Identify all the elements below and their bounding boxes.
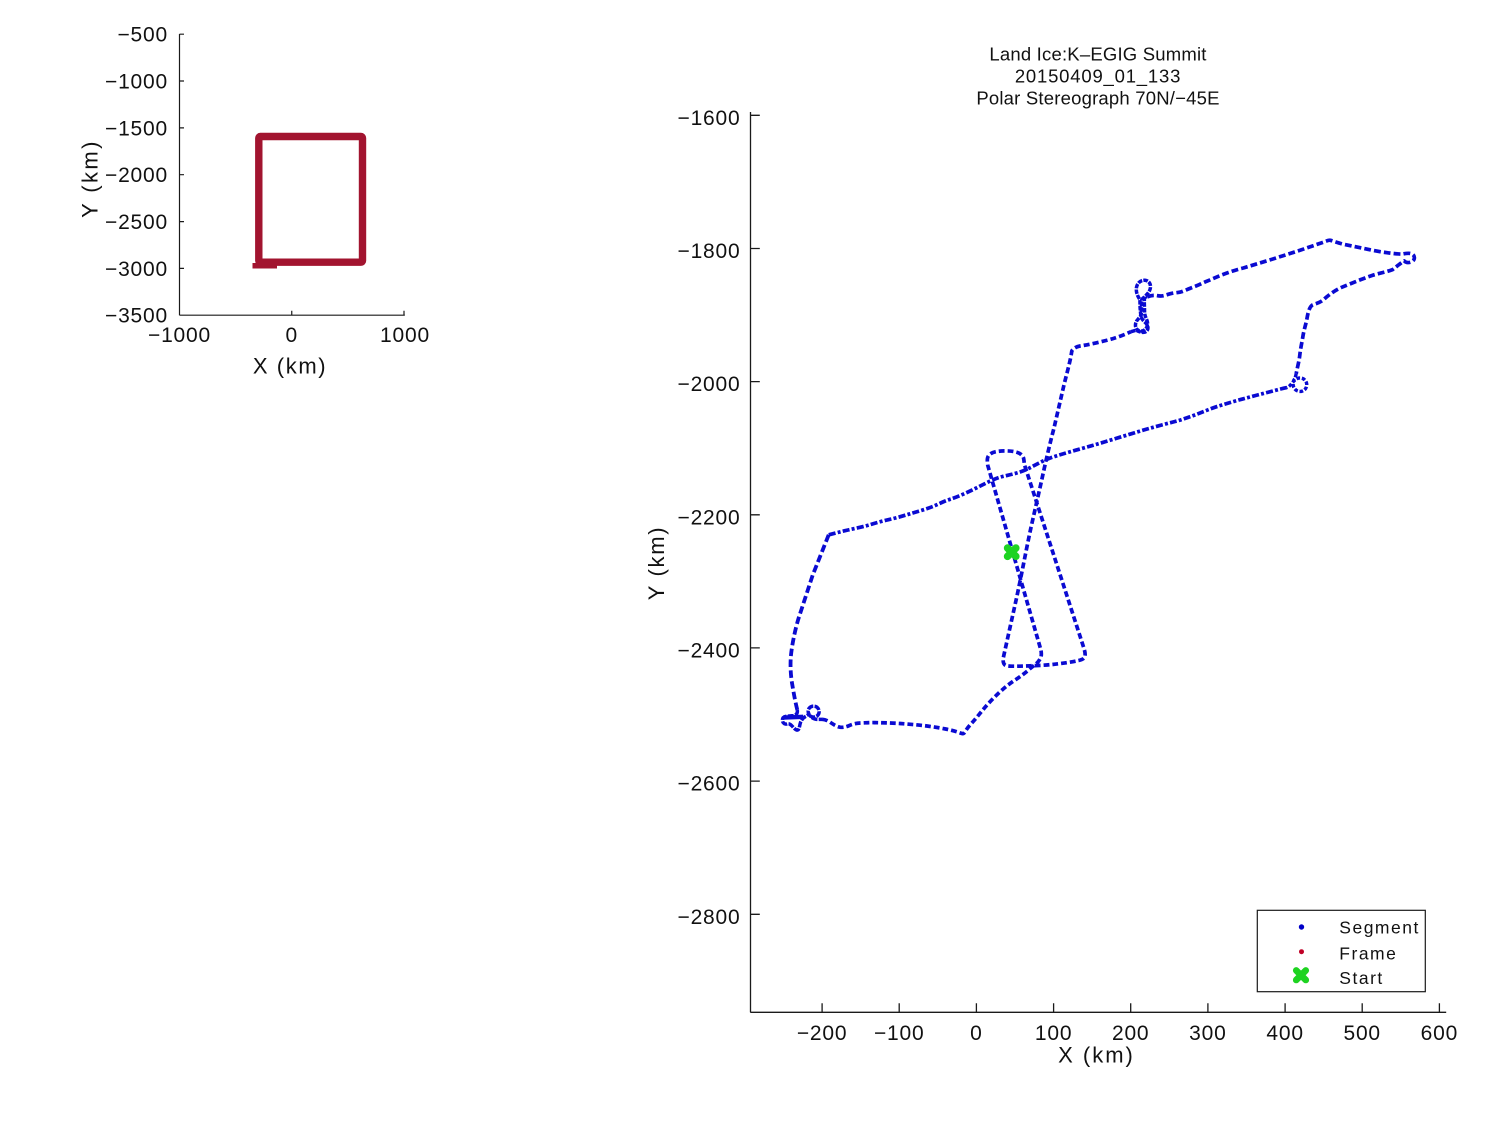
svg-text:Polar Stereograph 70N/−45E: Polar Stereograph 70N/−45E [976,88,1219,109]
svg-text:0: 0 [286,324,298,347]
svg-text:200: 200 [1112,1022,1149,1045]
svg-text:Y (km): Y (km) [644,526,669,601]
svg-text:−1600: −1600 [678,107,741,130]
svg-text:−2600: −2600 [678,773,741,796]
svg-text:Y (km): Y (km) [78,139,103,218]
svg-text:−2200: −2200 [678,506,741,529]
svg-text:X (km): X (km) [253,354,327,379]
svg-text:−200: −200 [797,1022,848,1045]
svg-text:0: 0 [970,1022,982,1045]
svg-text:−2800: −2800 [678,906,741,929]
svg-text:600: 600 [1421,1022,1458,1045]
svg-text:Start: Start [1339,968,1383,988]
svg-text:Segment: Segment [1339,918,1420,938]
svg-text:−2500: −2500 [105,211,168,234]
svg-text:Frame: Frame [1339,944,1397,964]
svg-text:−500: −500 [117,24,168,47]
svg-text:X (km): X (km) [1058,1043,1135,1068]
svg-text:−100: −100 [874,1022,925,1045]
svg-text:1000: 1000 [380,324,430,347]
svg-text:−1800: −1800 [678,240,741,263]
svg-text:Land Ice:K–EGIG Summit: Land Ice:K–EGIG Summit [989,44,1206,65]
svg-text:−1500: −1500 [105,117,168,140]
svg-text:20150409_01_133: 20150409_01_133 [1015,66,1181,88]
svg-text:−3000: −3000 [105,258,168,281]
svg-text:100: 100 [1035,1022,1072,1045]
svg-text:−2400: −2400 [678,640,741,663]
svg-text:500: 500 [1343,1022,1380,1045]
svg-text:300: 300 [1189,1022,1226,1045]
svg-text:−2000: −2000 [105,164,168,187]
svg-text:−2000: −2000 [678,373,741,396]
svg-text:−3500: −3500 [105,305,168,328]
svg-text:−1000: −1000 [148,324,211,347]
svg-text:400: 400 [1266,1022,1303,1045]
svg-text:−1000: −1000 [105,71,168,94]
